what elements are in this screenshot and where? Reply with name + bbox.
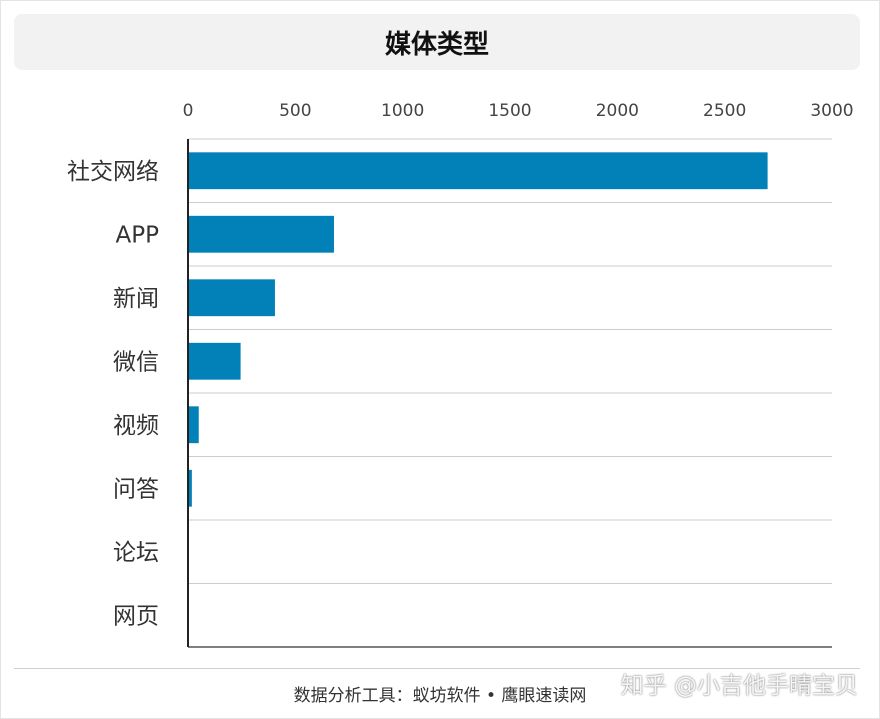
watermark: 知乎 @小吉他手晴宝贝 (620, 673, 858, 699)
footer-divider (14, 668, 860, 669)
category-label: 微信 (113, 349, 159, 375)
x-tick-label: 0 (183, 101, 194, 121)
bar (188, 279, 275, 317)
x-tick-label: 1500 (488, 101, 531, 121)
x-tick-label: 500 (279, 101, 311, 121)
x-tick-label: 2500 (703, 101, 746, 121)
category-label: 问答 (113, 476, 159, 502)
title-bar: 媒体类型 (14, 14, 860, 70)
bar (188, 152, 768, 190)
category-label: 网页 (113, 603, 159, 629)
bar (188, 215, 334, 253)
chart-title: 媒体类型 (384, 29, 489, 60)
x-tick-label: 2000 (596, 101, 639, 121)
category-label: 社交网络 (67, 159, 159, 185)
x-tick-label: 1000 (381, 101, 424, 121)
category-label: APP (116, 222, 160, 248)
x-tick-label: 3000 (810, 101, 853, 121)
category-label: 新闻 (113, 286, 159, 312)
bar (188, 406, 199, 444)
bar (188, 469, 192, 507)
footer-source: 数据分析工具：蚁坊软件 • 鹰眼速读网 (293, 686, 587, 706)
category-label: 视频 (113, 413, 159, 439)
bar (188, 342, 241, 380)
category-label: 论坛 (113, 540, 159, 566)
